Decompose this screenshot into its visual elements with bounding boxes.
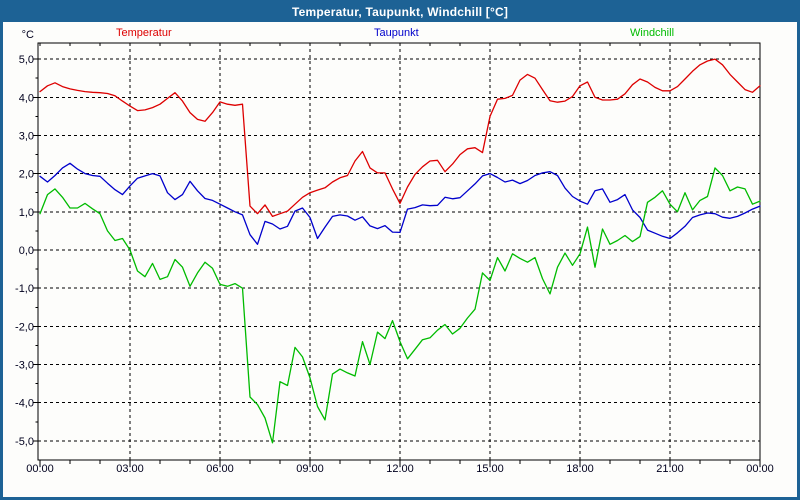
series-line-windchill: [39, 167, 761, 444]
x-time-label: 00:00: [746, 463, 774, 475]
x-time-label: 09:00: [296, 463, 324, 475]
y-tick-label: -1,0: [15, 283, 34, 295]
y-tick-label: 5,0: [19, 54, 34, 66]
x-time-label: 18:00: [566, 463, 594, 475]
series-line-temperatur: [39, 58, 761, 218]
window-title: Temperatur, Taupunkt, Windchill [°C]: [291, 5, 509, 19]
y-axis-unit-label: °C: [22, 29, 34, 41]
y-tick-label: -3,0: [15, 360, 34, 372]
y-tick-label: 0,0: [19, 245, 34, 257]
y-tick-label: 3,0: [19, 130, 34, 142]
y-tick-label: 4,0: [19, 92, 34, 104]
legend-item-taupunkt: Taupunkt: [374, 27, 419, 39]
y-tick-label: 1,0: [19, 207, 34, 219]
x-time-label: 21:00: [656, 463, 684, 475]
legend-item-windchill: Windchill: [630, 27, 675, 39]
y-tick-label: -4,0: [15, 398, 34, 410]
title-bar: Temperatur, Taupunkt, Windchill [°C]: [3, 3, 797, 22]
chart-area: Temperatur Taupunkt Windchill 5,0 4,0 3,0 2…: [3, 22, 797, 497]
plot-frame: [37, 42, 761, 461]
legend-item-temperatur: Temperatur: [116, 27, 172, 39]
x-time-label: 03:00: [116, 463, 144, 475]
y-tick-label: -2,0: [15, 321, 34, 333]
x-time-label: 12:00: [386, 463, 414, 475]
series-line-taupunkt: [39, 162, 761, 245]
chart-plot-area: 5,0 4,0 3,0 2,0 1,0 0,0 -1,0 -2,0 -3,0 -4,0 -5,0 °C…: [15, 29, 774, 475]
y-tick-label: 2,0: [19, 169, 34, 181]
x-time-label: 00:00: [26, 463, 54, 475]
x-time-label: 06:00: [206, 463, 234, 475]
x-time-label: 15:00: [476, 463, 504, 475]
y-tick-label: -5,0: [15, 436, 34, 448]
